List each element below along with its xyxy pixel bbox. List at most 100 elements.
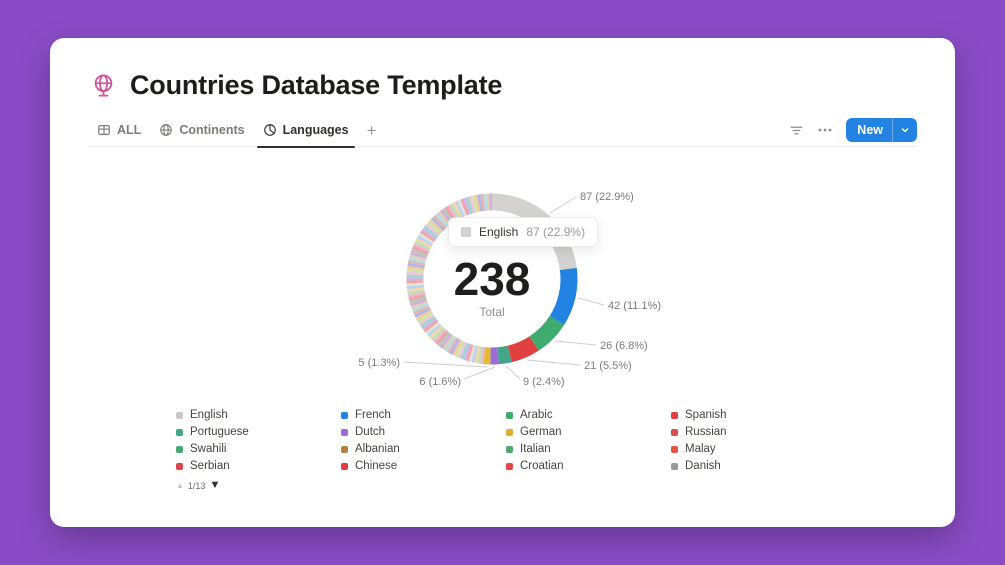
donut-segment-portuguese[interactable]	[497, 345, 512, 365]
globe-icon	[159, 123, 173, 137]
triangle-up-icon[interactable]: ▲	[176, 480, 184, 490]
donut-segment-other[interactable]	[452, 201, 463, 219]
donut-segment-other[interactable]	[465, 196, 474, 214]
tab-all[interactable]: ALL	[88, 114, 150, 147]
donut-segment-other[interactable]	[444, 206, 457, 222]
donut-segment-other[interactable]	[452, 339, 463, 357]
donut-segment-other[interactable]	[442, 207, 455, 224]
donut-segment-other[interactable]	[471, 195, 479, 213]
ellipsis-icon[interactable]	[817, 122, 833, 138]
donut-segment-other[interactable]	[414, 240, 431, 251]
donut-segment-other[interactable]	[454, 200, 465, 218]
donut-segment-other[interactable]	[465, 344, 474, 362]
donut-segment-other[interactable]	[460, 342, 470, 360]
donut-segment-other[interactable]	[420, 315, 436, 328]
new-button-label[interactable]: New	[857, 123, 883, 137]
donut-segment-other[interactable]	[463, 197, 472, 215]
donut-segment-other[interactable]	[457, 341, 467, 359]
triangle-down-icon[interactable]: ▼	[209, 479, 221, 491]
donut-segment-other[interactable]	[421, 228, 438, 241]
new-button[interactable]: New	[846, 118, 917, 142]
donut-segment-other[interactable]	[447, 204, 459, 221]
donut-segment-french[interactable]	[549, 267, 578, 325]
chevron-down-icon[interactable]	[893, 124, 917, 136]
donut-segment-other[interactable]	[408, 294, 426, 302]
donut-segment-other[interactable]	[418, 232, 435, 245]
donut-segment-other[interactable]	[417, 311, 434, 323]
donut-segment-other[interactable]	[425, 321, 441, 335]
donut-segment-other[interactable]	[431, 327, 445, 342]
donut-chart: 238 Total 87 (22.9%) 42 (11.1%) 26 (6.8%) 2…	[358, 191, 661, 388]
donut-segment-other[interactable]	[442, 334, 455, 351]
donut-segment-other[interactable]	[457, 199, 467, 217]
donut-segment-other[interactable]	[439, 209, 453, 225]
donut-segment-other[interactable]	[418, 313, 435, 326]
donut-segment-other[interactable]	[430, 216, 445, 232]
legend-swatch	[176, 411, 183, 419]
legend-swatch	[671, 411, 678, 419]
donut-segment-other[interactable]	[412, 245, 429, 255]
donut-segment-other[interactable]	[433, 214, 447, 230]
donut-segment-other[interactable]	[410, 251, 428, 260]
donut-segment-other[interactable]	[414, 307, 431, 318]
donut-segment-other[interactable]	[427, 323, 442, 337]
donut-segment-other[interactable]	[423, 225, 439, 239]
donut-segment-other[interactable]	[471, 345, 479, 363]
donut-segment-other[interactable]	[409, 296, 427, 304]
legend-label: Arabic	[520, 409, 553, 421]
tab-continents[interactable]: Continents	[150, 114, 253, 147]
donut-segment-other[interactable]	[435, 213, 449, 228]
donut-segment-other[interactable]	[437, 211, 451, 227]
donut-segment-other[interactable]	[425, 223, 441, 237]
donut-segment-other[interactable]	[408, 291, 426, 299]
donut-segment-other[interactable]	[419, 230, 436, 243]
donut-segment-other[interactable]	[415, 309, 432, 321]
globe-on-stand-icon[interactable]	[90, 72, 117, 99]
donut-segment-other[interactable]	[455, 340, 465, 358]
chart-tooltip: English 87 (22.9%)	[448, 217, 599, 247]
tooltip-value: 87 (22.9%)	[526, 225, 586, 239]
filter-icon[interactable]	[789, 123, 804, 138]
toolbar-right: New	[789, 118, 917, 142]
donut-segment-other[interactable]	[410, 298, 428, 307]
add-view-button[interactable]: +	[366, 120, 377, 140]
donut-segment-other[interactable]	[415, 237, 432, 249]
donut-segment-other[interactable]	[463, 343, 472, 361]
donut-segment-other[interactable]	[433, 328, 447, 344]
donut-segment-other[interactable]	[468, 344, 476, 363]
donut-segment-other[interactable]	[444, 336, 457, 352]
donut-segment-other[interactable]	[409, 254, 427, 262]
donut-segment-other[interactable]	[408, 257, 426, 264]
donut-segment-other[interactable]	[435, 330, 449, 346]
tab-languages[interactable]: Languages	[254, 114, 358, 148]
donut-segment-other[interactable]	[428, 219, 444, 233]
donut-segment-other[interactable]	[474, 194, 481, 212]
donut-segment-other[interactable]	[413, 305, 430, 315]
donut-segment-other[interactable]	[447, 337, 459, 354]
donut-segment-other[interactable]	[429, 325, 444, 340]
donut-segment-other[interactable]	[449, 203, 461, 220]
donut-segment-other[interactable]	[474, 346, 481, 364]
donut-segment-other[interactable]	[411, 301, 429, 310]
donut-segment-arabic[interactable]	[529, 315, 565, 351]
donut-segment-other[interactable]	[460, 198, 469, 216]
donut-segment-other[interactable]	[421, 317, 438, 331]
legend-label: Portuguese	[190, 426, 249, 438]
legend-page-indicator: 1/13	[187, 480, 206, 491]
tab-all-label: ALL	[117, 123, 142, 137]
legend-label: Russian	[685, 426, 727, 438]
donut-segment-other[interactable]	[439, 333, 453, 349]
donut-segment-other[interactable]	[408, 259, 426, 267]
donut-segment-other[interactable]	[413, 243, 430, 253]
donut-segment-other[interactable]	[449, 338, 461, 355]
donut-segment-other[interactable]	[411, 248, 428, 258]
callout-line	[554, 340, 597, 346]
donut-segment-other[interactable]	[426, 221, 442, 235]
donut-segment-other[interactable]	[437, 331, 451, 347]
donut-segment-other[interactable]	[416, 235, 434, 247]
donut-segment-other[interactable]	[412, 303, 429, 313]
donut-segment-spanish[interactable]	[507, 336, 539, 363]
donut-segment-other[interactable]	[468, 195, 476, 214]
legend-swatch	[671, 445, 678, 453]
donut-segment-other[interactable]	[423, 319, 439, 333]
